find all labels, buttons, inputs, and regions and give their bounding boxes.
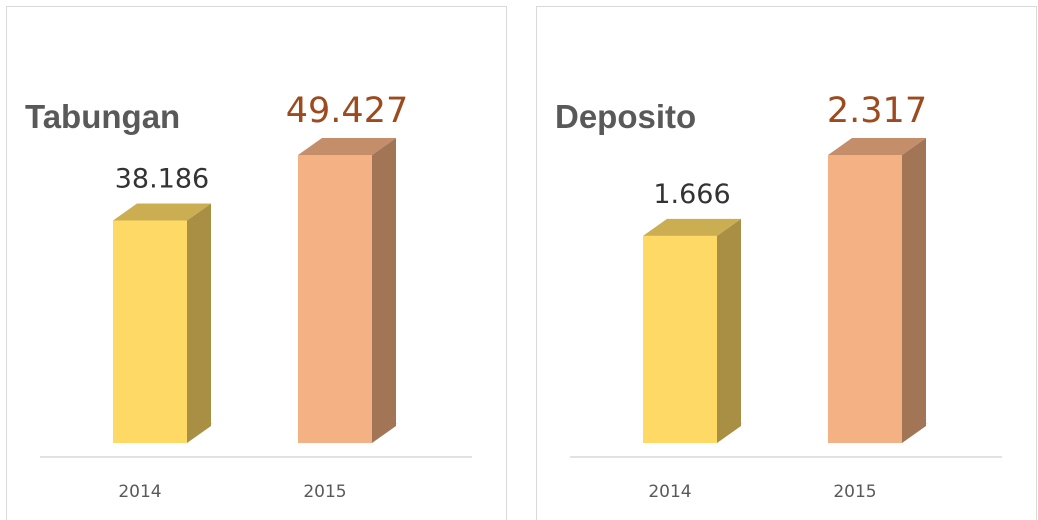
x-tick-label: 2014 xyxy=(648,482,691,502)
chart-panel: Tabungan 38.186 2014 49.427 2015 xyxy=(6,6,507,520)
value-label: 2.317 xyxy=(827,91,927,131)
bar xyxy=(113,203,211,443)
x-tick-label: 2015 xyxy=(833,482,876,502)
bar xyxy=(828,138,926,443)
bar-side xyxy=(372,138,396,443)
panel-border xyxy=(536,6,1037,520)
x-tick-label: 2015 xyxy=(303,482,346,502)
bar xyxy=(643,218,741,443)
x-tick-label: 2014 xyxy=(118,482,161,502)
chart-title: Tabungan xyxy=(25,98,180,135)
bar-side xyxy=(187,203,211,443)
chart-panel: Deposito 1.666 2014 2.317 2015 xyxy=(536,6,1037,520)
value-label: 38.186 xyxy=(115,163,209,194)
bar-top xyxy=(113,203,211,221)
bar-top xyxy=(643,218,741,236)
value-label: 1.666 xyxy=(653,179,730,210)
bar-side xyxy=(717,218,741,443)
bar-front xyxy=(643,235,717,443)
value-label: 49.427 xyxy=(286,91,408,131)
bar-top xyxy=(298,138,396,155)
bar-front xyxy=(298,155,372,443)
bar-side xyxy=(902,138,926,443)
bar-front xyxy=(828,155,902,443)
bar-front xyxy=(113,220,187,443)
bar-top xyxy=(828,138,926,155)
chart-title: Deposito xyxy=(555,98,696,135)
panel-border xyxy=(6,6,507,520)
bar xyxy=(298,138,396,443)
